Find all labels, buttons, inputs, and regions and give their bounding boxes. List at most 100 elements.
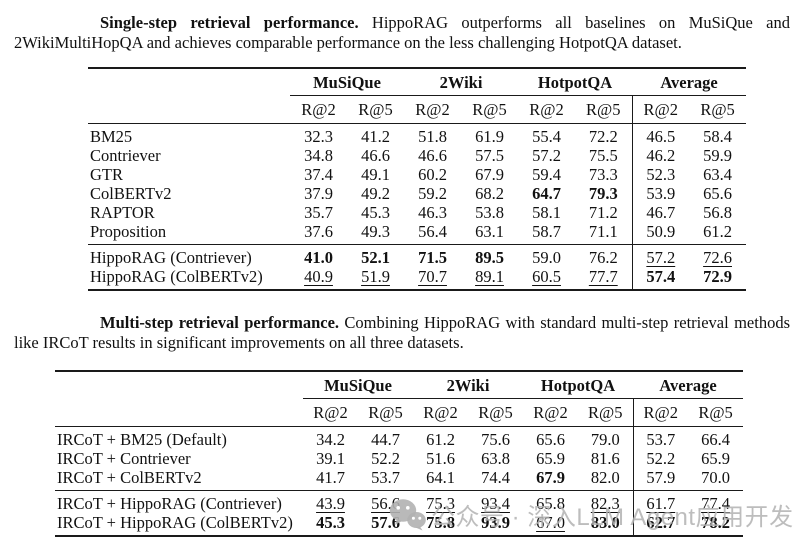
method-label: IRCoT + HippoRAG (Contriever) — [55, 490, 303, 513]
table-row: IRCoT + BM25 (Default) 34.2 44.7 61.2 75.6 65… — [55, 426, 743, 449]
table-row: Contriever 34.8 46.6 46.6 57.5 57.2 75.5 46.2 59… — [88, 146, 746, 165]
metric-header: R@2 — [523, 398, 579, 427]
metric-value: 46.3 — [418, 203, 447, 222]
metric-value: 60.2 — [418, 165, 447, 184]
table-row: IRCoT + HippoRAG (ColBERTv2) 45.3 57.6 75.8… — [55, 513, 743, 536]
metric-value: 45.3 — [316, 513, 345, 532]
metric-value: 64.1 — [426, 468, 455, 487]
metric-value: 34.8 — [304, 146, 333, 165]
metric-value: 53.7 — [632, 426, 689, 449]
method-label: HippoRAG (Contriever) — [88, 244, 290, 267]
method-label: Contriever — [90, 146, 161, 165]
dataset-group-header: Average — [632, 68, 747, 96]
metric-value: 57.2 — [631, 244, 690, 267]
table-row: IRCoT + HippoRAG (Contriever) 43.9 56.6 75.… — [55, 490, 744, 513]
metric-value: 83.0 — [590, 513, 620, 532]
metric-value: 72.6 — [689, 244, 747, 267]
metric-value: 49.2 — [361, 184, 390, 203]
single-step-retrieval-table: MuSiQue 2Wiki HotpotQA Average R@2 R@5 R@2 R@5 R… — [88, 67, 747, 291]
metric-value: 68.2 — [475, 184, 504, 203]
metric-value: 79.3 — [588, 184, 618, 203]
metric-value: 40.9 — [304, 267, 333, 286]
metric-value: 75.5 — [588, 146, 618, 165]
dataset-group-header: MuSiQue — [303, 371, 414, 399]
metric-value: 58.4 — [703, 127, 732, 146]
metric-value: 74.4 — [481, 468, 510, 487]
dataset-group-header-row: MuSiQue 2Wiki HotpotQA Average — [88, 68, 747, 96]
metric-value: 75.6 — [481, 430, 510, 449]
dataset-group-header: 2Wiki — [413, 371, 524, 399]
metric-value: 67.9 — [475, 165, 504, 184]
metric-value: 37.4 — [304, 165, 333, 184]
metric-value: 71.2 — [588, 203, 618, 222]
metric-value: 61.2 — [703, 222, 732, 241]
metric-value: 65.9 — [701, 449, 730, 468]
metric-value: 81.6 — [590, 449, 620, 468]
method-label: IRCoT + ColBERTv2 — [57, 468, 202, 487]
table-row: GTR 37.4 49.1 60.2 67.9 59.4 73.3 52.3 63.4 — [88, 165, 746, 184]
metric-header: R@5 — [461, 95, 519, 124]
dataset-group-header-row: MuSiQue 2Wiki HotpotQA Average — [55, 371, 744, 399]
multi-step-caption: Multi-step retrieval performance. Combin… — [14, 313, 790, 352]
metric-value: 63.1 — [475, 222, 504, 241]
metric-value: 46.2 — [631, 146, 690, 165]
metric-value: 57.6 — [371, 513, 400, 532]
single-step-caption-title: Single-step retrieval performance. — [100, 13, 359, 32]
metric-value: 66.4 — [701, 430, 730, 449]
metric-header: R@5 — [689, 95, 747, 124]
metric-value: 60.5 — [532, 267, 561, 286]
metric-value: 57.5 — [475, 146, 504, 165]
metric-value: 76.2 — [575, 244, 633, 267]
metric-value: 58.1 — [532, 203, 561, 222]
metric-value: 75.3 — [413, 490, 469, 513]
method-column-header — [88, 68, 290, 96]
method-label: Proposition — [90, 222, 167, 241]
method-label: IRCoT + Contriever — [57, 449, 191, 468]
metric-value: 37.6 — [304, 222, 333, 241]
metric-value: 51.6 — [426, 449, 455, 468]
single-step-caption: Single-step retrieval performance. Hippo… — [14, 13, 790, 52]
metric-value: 52.2 — [371, 449, 400, 468]
metric-value: 93.9 — [481, 513, 510, 532]
table-row: IRCoT + ColBERTv2 41.7 53.7 64.1 74.4 67.9 82.… — [55, 468, 743, 491]
dataset-group-header: MuSiQue — [290, 68, 405, 96]
metric-header-row: R@2 R@5 R@2 R@5 R@2 R@5 R@2 R@5 — [55, 398, 744, 427]
metric-header: R@2 — [413, 398, 469, 427]
metric-value: 44.7 — [371, 430, 400, 449]
metric-value: 62.7 — [632, 513, 689, 536]
method-label: IRCoT + BM25 (Default) — [57, 430, 227, 449]
dataset-group-header: HotpotQA — [518, 68, 633, 96]
metric-value: 57.9 — [632, 468, 689, 491]
method-label: HippoRAG (ColBERTv2) — [90, 267, 263, 286]
metric-value: 72.9 — [703, 267, 732, 286]
metric-value: 53.7 — [371, 468, 400, 487]
metric-value: 89.5 — [461, 244, 519, 267]
metric-header: R@2 — [404, 95, 462, 124]
metric-value: 65.6 — [536, 430, 565, 449]
multi-step-caption-title: Multi-step retrieval performance. — [100, 313, 340, 332]
table-row: BM25 32.3 41.2 51.8 61.9 55.4 72.2 46.5 58.4 — [88, 123, 746, 146]
metric-header: R@5 — [468, 398, 524, 427]
metric-value: 39.1 — [316, 449, 345, 468]
dataset-group-header: HotpotQA — [523, 371, 634, 399]
metric-value: 32.3 — [304, 127, 333, 146]
metric-header: R@5 — [688, 398, 744, 427]
metric-header: R@2 — [290, 95, 347, 124]
metric-value: 49.1 — [361, 165, 390, 184]
metric-value: 77.7 — [588, 267, 618, 286]
metric-value: 59.2 — [418, 184, 447, 203]
metric-value: 50.9 — [631, 222, 690, 245]
method-column-header — [55, 371, 303, 399]
metric-header: R@5 — [358, 398, 414, 427]
method-column-header — [55, 398, 303, 427]
metric-header: R@2 — [303, 398, 358, 427]
metric-value: 64.7 — [532, 184, 561, 203]
metric-value: 93.4 — [468, 490, 524, 513]
metric-value: 59.4 — [532, 165, 561, 184]
dataset-group-header: Average — [633, 371, 744, 399]
metric-header-row: R@2 R@5 R@2 R@5 R@2 R@5 R@2 R@5 — [88, 95, 747, 124]
single-step-caption-text: HippoRAG outperforms all baselines on Mu… — [14, 13, 791, 52]
metric-value: 58.7 — [532, 222, 561, 241]
metric-value: 82.0 — [590, 468, 620, 487]
metric-header: R@5 — [575, 95, 633, 124]
